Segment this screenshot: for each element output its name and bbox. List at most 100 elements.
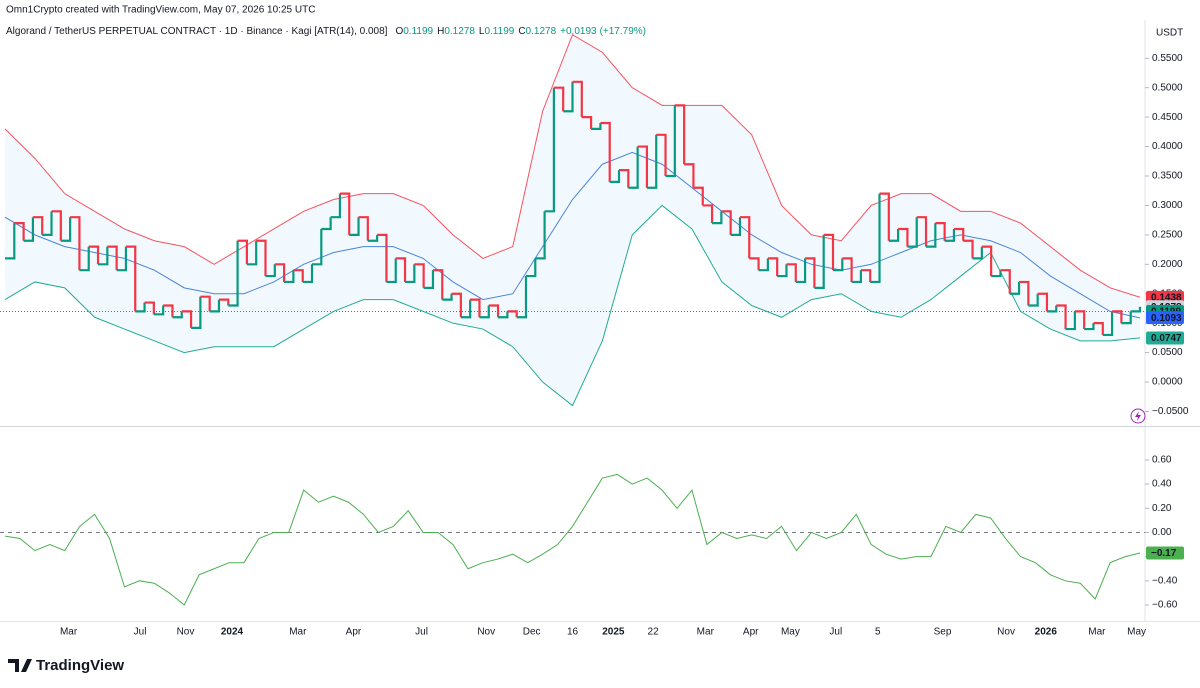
kagi-segment [572,80,583,118]
kagi-segment [116,246,128,272]
kagi-segment [702,204,714,224]
x-tick-label: Mar [1088,627,1106,638]
kagi-segment [1084,323,1095,331]
kagi-segment [712,211,723,225]
pane: 0.600.400.200.00−0.20−0.40−0.60−0.17 [0,455,1184,611]
kagi-segment [1019,280,1030,306]
kagi-segment [339,192,351,235]
kagi-segment [191,296,202,329]
x-tick-label: Nov [477,627,495,638]
kagi-segment [98,246,109,266]
ohlc-value: 0.1278 [444,26,475,37]
kagi-segment [23,217,35,242]
kagi-segment [358,216,369,241]
y-tick-label: −0.60 [1152,600,1178,611]
x-tick-label: Jul [829,627,842,638]
kagi-segment [739,216,751,259]
kagi-segment [535,211,546,260]
kagi-segment [646,134,658,189]
kagi-segment [377,233,388,282]
kagi-segment [1065,311,1076,331]
kagi-segment [832,258,844,272]
ohlc-key: O [395,26,403,37]
kagi-segment [386,258,397,284]
kagi-segment [823,233,835,271]
x-tick-label: 2025 [602,627,625,638]
y-tick-label: 0.3000 [1152,200,1183,211]
kagi-segment [637,145,649,188]
x-tick-label: Mar [60,627,78,638]
ohlc-key: H [437,26,444,37]
kagi-segment [805,257,816,288]
brand-logo: TradingView [8,657,124,674]
header: Omn1Crypto created with TradingView.com,… [6,5,315,16]
change: +0.0193 [560,26,597,37]
kagi-segment [656,133,667,176]
kagi-segment [218,298,230,306]
y-tick-label: 0.0000 [1152,377,1183,388]
kagi-segment [860,269,872,282]
kagi-segment [777,264,788,278]
x-tick-label: Mar [697,627,715,638]
alert-icon[interactable] [1130,408,1146,424]
kagi-segment [293,269,304,282]
logo-mark [8,659,32,672]
kagi-segment [349,217,360,236]
kagi-segment [107,245,118,271]
x-tick-label: 16 [567,627,579,638]
kagi-segment [563,81,574,113]
oscillator-line [4,473,1141,606]
kagi-segment [665,105,676,178]
y-tick-label: 0.40 [1152,479,1172,490]
kagi-segment [944,228,956,242]
y-tick-label: 0.2000 [1152,259,1183,270]
kagi-segment [749,257,760,271]
band-line [4,151,1141,319]
kagi-segment [14,221,25,241]
y-tick-label: 0.2500 [1152,230,1183,241]
kagi-segment [758,258,769,272]
kagi-segment [907,217,918,248]
kagi-segment [488,304,500,318]
kagi-segment [516,276,528,319]
price-badge [1146,546,1184,560]
kagi-segment [795,258,807,284]
kagi-segment [591,123,602,131]
kagi-segment [70,216,81,271]
kagi-segment [898,227,909,247]
kagi-segment [312,228,323,266]
kagi-segment [1112,310,1123,324]
kagi-segment [609,170,621,183]
x-tick-label: May [781,627,800,638]
kagi-segment [991,270,1002,278]
symbol-name: Algorand / TetherUS PERPETUAL CONTRACT ·… [6,26,388,37]
y-tick-label: −0.0500 [1152,406,1189,417]
kagi-segment [321,217,332,231]
band-fill [5,34,1140,406]
kagi-segment [265,264,276,278]
kagi-segment [60,217,72,242]
kagi-segment [274,263,286,282]
kagi-segment [395,257,407,282]
kagi-segment [451,292,462,318]
kagi-segment [953,227,965,241]
kagi-segment [1000,269,1011,294]
kagi-segment [144,301,155,315]
kagi-segment [972,246,983,260]
kagi-segment [256,239,267,277]
y-tick-label: 0.4500 [1152,112,1183,123]
kagi-segment [51,210,62,241]
kagi-segment [442,293,453,301]
kagi-segment [32,216,44,235]
kagi-segment [460,299,472,319]
x-tick-label: Apr [346,627,362,638]
price-badge-label: 0.1093 [1151,313,1182,324]
ohlc-value: 0.1199 [403,26,433,37]
kagi-segment [200,295,211,312]
kagi-segment [619,169,630,188]
change-pct: (+17.79%) [600,26,646,37]
y-tick-label: 0.5500 [1152,53,1183,64]
band-line [4,33,1141,298]
kagi-segment [851,270,863,284]
kagi-segment [1121,311,1132,325]
